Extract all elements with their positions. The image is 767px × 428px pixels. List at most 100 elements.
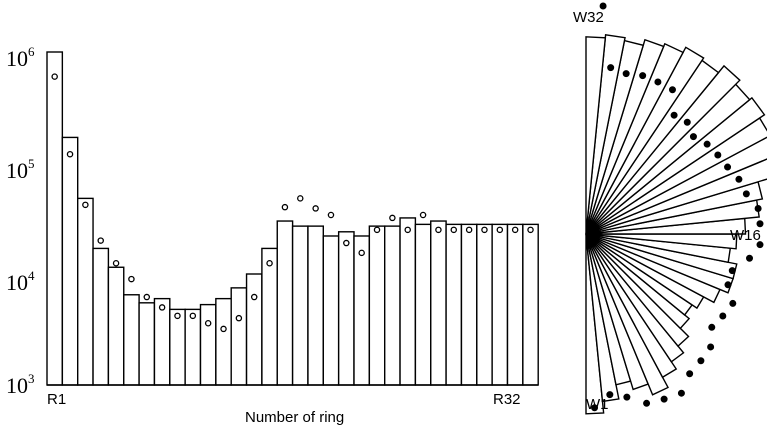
bar-ring-23 [384,225,401,386]
bar-ring-1 [46,51,64,386]
dot-W2 [606,391,614,399]
marker-ring-29 [481,226,488,234]
wedge-label-bottom: W1 [586,396,609,413]
marker-ring-21 [358,249,365,257]
dot-W17 [756,220,764,228]
dot-W16 [756,241,764,249]
wedge-W32 [585,36,607,235]
bar-ring-31 [506,223,524,386]
bar-ring-3 [76,197,94,386]
dot-W15 [746,254,754,262]
bar-ring-21 [353,235,371,386]
dot-W8 [697,357,705,365]
dot-W21 [724,163,732,171]
dot-W19 [742,190,750,198]
ring-bar-chart: 106 105 104 103 R1 R32 Number of ring [6,44,539,426]
y-tick-label-1e5: 105 [6,156,35,183]
y-tick-label-1e6: 106 [6,44,35,71]
marker-ring-6 [128,275,135,283]
dot-W5 [660,395,668,403]
wedge-label-top: W32 [573,9,604,26]
bar-ring-12 [215,297,232,386]
bar-ring-32 [522,223,539,386]
marker-ring-17 [297,195,304,202]
bar-ring-18 [307,225,325,386]
marker-ring-24 [404,226,411,234]
dot-W28 [654,78,662,86]
bar-ring-20 [337,231,355,386]
marker-ring-13 [235,314,243,322]
bar-ring-14 [245,273,263,386]
bar-ring-5 [107,266,125,386]
dot-W30 [622,70,630,78]
bar-ring-27 [445,223,463,386]
marker-ring-22 [373,226,381,234]
marker-ring-27 [450,226,458,234]
marker-ring-20 [343,239,350,247]
dot-W9 [707,343,715,351]
bar-ring-7 [138,302,156,386]
dot-W23 [703,140,711,148]
bar-ring-30 [491,223,509,386]
dot-W20 [735,175,743,183]
marker-ring-28 [465,226,473,234]
bar-ring-8 [153,297,171,386]
marker-ring-11 [204,319,212,327]
bar-ring-2 [61,136,79,386]
wedge-series [585,34,767,415]
marker-ring-18 [312,205,319,212]
marker-ring-7 [143,293,151,301]
bar-series [46,51,539,386]
dot-W14 [728,267,736,275]
marker-ring-8 [158,304,166,311]
dot-W7 [686,370,694,378]
marker-ring-10 [189,312,197,320]
marker-ring-14 [250,293,258,301]
dot-W26 [670,111,678,119]
dot-W6 [677,389,685,397]
marker-ring-9 [174,312,181,320]
y-tick-label-1e3: 103 [6,371,35,398]
marker-ring-16 [281,203,289,211]
marker-ring-12 [220,325,227,333]
x-tick-label-first: R1 [47,391,66,408]
bar-ring-17 [291,225,309,386]
open-circle-markers [51,73,534,333]
marker-ring-26 [435,226,442,234]
bar-ring-4 [92,247,110,386]
bar-ring-28 [460,223,478,386]
wedge-polar-chart: W32 W16 W1 [573,2,767,415]
y-tick-label-1e4: 104 [6,268,35,295]
wedge-label-middle: W16 [730,227,761,244]
dot-W29 [639,72,647,80]
marker-ring-3 [82,201,89,209]
bar-ring-6 [123,294,140,386]
marker-ring-2 [66,150,74,158]
marker-ring-1 [51,73,58,80]
dot-W32 [599,2,607,10]
dot-W10 [708,323,716,331]
dot-W27 [668,86,676,94]
dot-W24 [689,133,697,141]
bar-ring-15 [261,247,278,386]
bar-ring-29 [476,223,493,386]
marker-ring-31 [511,226,519,234]
marker-ring-15 [266,259,273,267]
marker-ring-5 [112,259,120,267]
bar-ring-10 [184,308,202,386]
dot-W11 [719,312,727,320]
bar-ring-16 [276,220,294,386]
dot-W3 [623,393,631,401]
dot-W25 [683,118,691,126]
x-axis-label: Number of ring [245,409,344,426]
bar-ring-11 [199,303,217,386]
y-axis-tick-labels: 106 105 104 103 [6,44,35,398]
dot-W1 [591,404,599,412]
x-tick-label-last: R32 [493,391,521,408]
marker-ring-25 [419,211,427,219]
marker-ring-30 [496,226,504,234]
bar-ring-22 [368,225,386,386]
bar-ring-25 [414,223,432,386]
dot-W31 [607,64,615,72]
